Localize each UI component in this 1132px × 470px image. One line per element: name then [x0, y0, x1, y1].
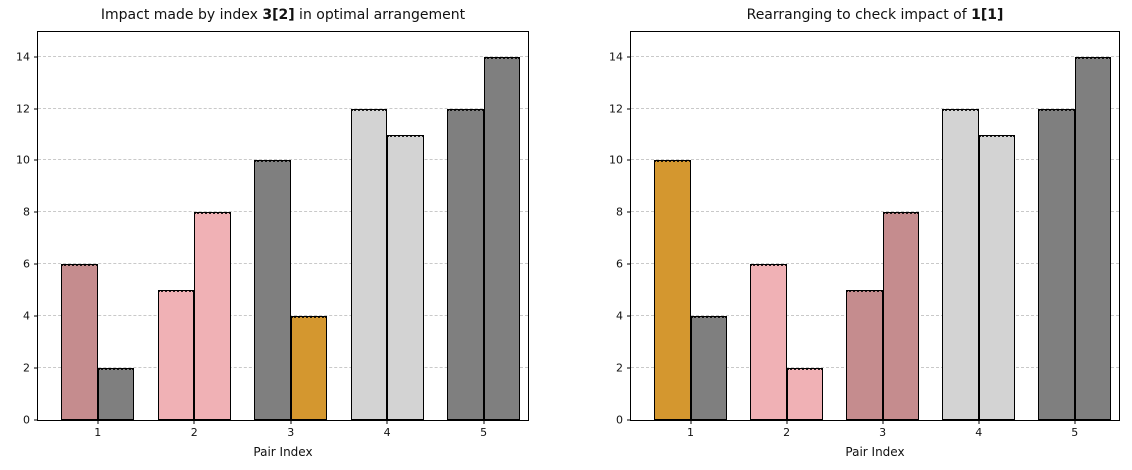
x-tick-label: 4	[383, 426, 391, 439]
plot-area: Impact made by index 3[2] in optimal arr…	[16, 7, 529, 459]
y-tick-label: 2	[23, 361, 30, 375]
x-axis-label: Pair Index	[253, 445, 313, 459]
y-tick-mark	[34, 367, 38, 369]
x-tick-mark	[1074, 420, 1076, 424]
x-tick-label: 2	[783, 426, 791, 439]
gridline	[631, 107, 1119, 109]
y-tick-label: 14	[609, 50, 623, 64]
y-tick-label: 10	[16, 153, 30, 167]
bar	[97, 368, 135, 420]
y-tick-label: 8	[23, 205, 30, 219]
y-tick-label: 2	[616, 361, 623, 375]
y-tick-label: 6	[23, 257, 30, 271]
chart-optimal-arrangement: Impact made by index 3[2] in optimal arr…	[16, 7, 529, 459]
y-tick-label: 4	[616, 309, 623, 323]
bar	[157, 290, 195, 420]
y-tick-label: 14	[16, 50, 30, 64]
x-tick-label: 1	[94, 426, 102, 439]
x-tick-mark	[97, 420, 99, 424]
y-tick-mark	[34, 159, 38, 161]
y-tick-mark	[627, 159, 631, 161]
x-tick-mark	[483, 420, 485, 424]
y-tick-label: 10	[609, 153, 623, 167]
y-tick-mark	[627, 367, 631, 369]
chart-title-text: Rearranging to check impact of	[746, 7, 972, 23]
bar	[350, 108, 388, 420]
y-tick-label: 6	[616, 257, 623, 271]
plot-area: Rearranging to check impact of 1[1] Pair…	[609, 7, 1120, 459]
y-tick-mark	[34, 211, 38, 213]
bar	[194, 212, 231, 420]
x-tick-label: 4	[975, 426, 983, 439]
y-tick-mark	[627, 56, 631, 58]
bar	[882, 212, 920, 420]
bar	[1074, 56, 1112, 420]
y-tick-mark	[34, 56, 38, 58]
y-tick-label: 4	[23, 309, 30, 323]
y-tick-label: 0	[616, 413, 623, 427]
x-tick-mark	[193, 420, 195, 424]
chart-title-text: in optimal arrangement	[294, 7, 466, 23]
gridline	[631, 159, 1119, 161]
gridline	[38, 159, 528, 161]
gridline	[631, 263, 1119, 265]
x-tick-label: 5	[480, 426, 488, 439]
x-tick-mark	[690, 420, 692, 424]
bar	[846, 290, 883, 420]
chart-title-highlight: 3[2]	[262, 7, 295, 23]
x-tick-mark	[978, 420, 980, 424]
bar	[1038, 108, 1075, 420]
x-tick-mark	[290, 420, 292, 424]
bar	[446, 108, 484, 420]
x-tick-label: 2	[190, 426, 198, 439]
x-tick-label: 5	[1071, 426, 1079, 439]
y-tick-mark	[34, 108, 38, 110]
gridline	[631, 55, 1119, 57]
bar	[750, 264, 787, 420]
x-tick-label: 3	[287, 426, 295, 439]
bar	[978, 134, 1016, 420]
gridline	[38, 107, 528, 109]
bar	[290, 316, 328, 420]
y-tick-mark	[34, 263, 38, 265]
y-tick-mark	[627, 211, 631, 213]
chart-title: Impact made by index 3[2] in optimal arr…	[38, 5, 528, 25]
chart-title: Rearranging to check impact of 1[1]	[631, 5, 1119, 25]
bar	[61, 264, 98, 420]
x-tick-mark	[882, 420, 884, 424]
bar	[942, 108, 979, 420]
y-tick-label: 12	[609, 102, 623, 116]
chart-title-highlight: 1[1]	[971, 7, 1004, 23]
y-tick-mark	[34, 315, 38, 317]
y-tick-mark	[627, 419, 631, 421]
x-tick-label: 3	[879, 426, 887, 439]
gridline	[631, 211, 1119, 213]
x-tick-mark	[386, 420, 388, 424]
x-tick-mark	[786, 420, 788, 424]
bar	[786, 368, 824, 420]
y-tick-mark	[627, 108, 631, 110]
y-tick-label: 0	[23, 413, 30, 427]
gridline	[38, 55, 528, 57]
chart-title-text: Impact made by index	[100, 7, 263, 23]
x-axis-label: Pair Index	[845, 445, 905, 459]
bar	[690, 316, 728, 420]
y-tick-mark	[627, 315, 631, 317]
bar	[483, 56, 521, 420]
bar	[387, 134, 424, 420]
chart-rearranged-check: Rearranging to check impact of 1[1] Pair…	[566, 0, 1132, 470]
bar	[254, 160, 291, 420]
y-tick-mark	[34, 419, 38, 421]
bar	[654, 160, 691, 420]
x-tick-label: 1	[687, 426, 695, 439]
y-tick-mark	[627, 263, 631, 265]
y-tick-label: 8	[616, 205, 623, 219]
y-tick-label: 12	[16, 102, 30, 116]
